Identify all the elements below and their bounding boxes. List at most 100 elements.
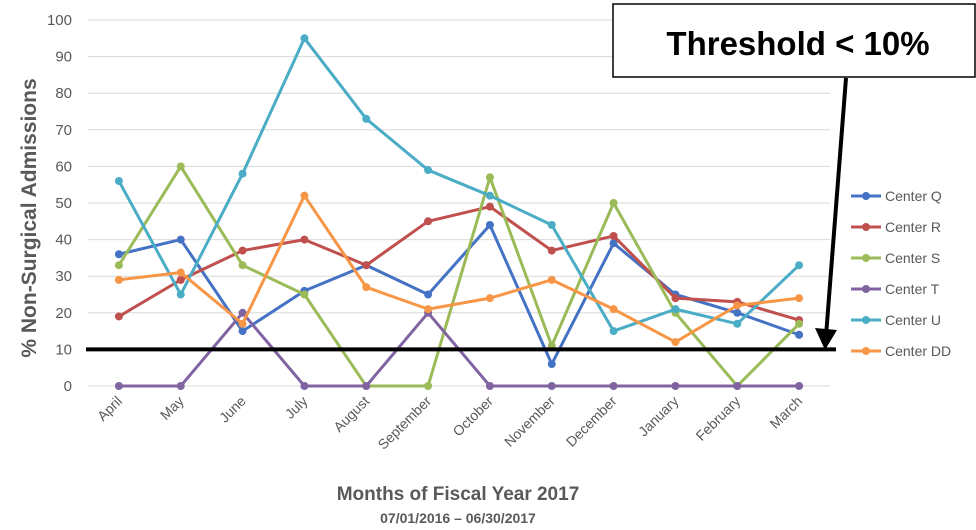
x-tick-label: August bbox=[330, 393, 372, 435]
y-tick-label: 10 bbox=[55, 341, 72, 358]
data-point bbox=[176, 290, 185, 299]
data-point bbox=[547, 382, 556, 390]
data-point bbox=[300, 235, 309, 244]
legend-swatch-marker bbox=[862, 223, 870, 231]
y-axis-label: % Non-Surgical Admissions bbox=[18, 78, 41, 357]
legend-item: Center Q bbox=[851, 188, 942, 204]
legend-item: Center S bbox=[851, 250, 940, 266]
legend-swatch-marker bbox=[862, 347, 870, 355]
data-point bbox=[238, 246, 247, 255]
series-line bbox=[118, 223, 800, 366]
data-point bbox=[733, 319, 742, 328]
data-point bbox=[671, 382, 680, 390]
data-point bbox=[114, 177, 123, 186]
legend: Center Q Center R Center S Center T Center U… bbox=[851, 188, 951, 359]
legend-label: Center R bbox=[885, 219, 941, 235]
data-point bbox=[671, 294, 680, 303]
data-point bbox=[485, 382, 494, 390]
data-point bbox=[238, 169, 247, 178]
data-point bbox=[795, 330, 804, 339]
x-tick-label: June bbox=[216, 393, 249, 426]
series-center-q bbox=[114, 220, 804, 369]
x-tick-label: May bbox=[157, 393, 187, 423]
threshold-label: Threshold < 10% bbox=[666, 25, 929, 62]
data-point bbox=[485, 220, 494, 229]
data-point bbox=[238, 327, 247, 336]
threshold-arrow-head bbox=[815, 328, 837, 350]
y-tick-label: 60 bbox=[55, 158, 72, 175]
data-point bbox=[362, 261, 371, 270]
y-tick-label: 80 bbox=[55, 85, 72, 102]
threshold-arrow bbox=[824, 77, 848, 337]
data-point bbox=[485, 294, 494, 303]
data-point bbox=[485, 173, 494, 182]
data-point bbox=[733, 308, 742, 317]
threshold-box bbox=[612, 3, 976, 78]
data-point bbox=[795, 294, 804, 303]
data-point bbox=[795, 382, 804, 390]
series-center-u bbox=[114, 34, 804, 336]
data-point bbox=[609, 239, 618, 248]
x-axis-ticks: April May June July August September October No… bbox=[94, 393, 805, 453]
data-point bbox=[300, 34, 309, 43]
series-line bbox=[118, 205, 800, 322]
legend-label: Center DD bbox=[885, 343, 951, 359]
series-lines bbox=[114, 34, 804, 390]
series-line bbox=[117, 164, 801, 388]
data-point bbox=[424, 290, 433, 299]
legend-item: Center DD bbox=[851, 343, 951, 359]
data-point bbox=[609, 382, 618, 390]
legend-label: Center T bbox=[885, 281, 940, 297]
data-point bbox=[300, 382, 309, 390]
data-point bbox=[424, 166, 433, 175]
data-point bbox=[176, 382, 185, 390]
y-tick-label: 20 bbox=[55, 305, 72, 322]
data-point bbox=[547, 360, 556, 369]
x-tick-label: February bbox=[692, 393, 743, 444]
data-point bbox=[424, 382, 433, 390]
data-point bbox=[300, 191, 309, 200]
data-point bbox=[362, 382, 371, 390]
data-point bbox=[609, 231, 618, 240]
data-point bbox=[238, 261, 247, 270]
data-point bbox=[238, 308, 247, 317]
data-point bbox=[176, 235, 185, 244]
series-line bbox=[118, 194, 800, 344]
legend-swatch-marker bbox=[862, 285, 870, 293]
y-tick-label: 100 bbox=[47, 12, 72, 29]
x-tick-label: March bbox=[766, 393, 805, 432]
data-point bbox=[238, 319, 247, 328]
data-point bbox=[795, 261, 804, 270]
data-point bbox=[362, 283, 371, 292]
data-point bbox=[114, 261, 123, 270]
x-tick-label: November bbox=[501, 393, 558, 450]
y-tick-label: 40 bbox=[55, 232, 72, 249]
data-point bbox=[547, 220, 556, 229]
data-point bbox=[424, 217, 433, 226]
x-tick-label: April bbox=[94, 393, 125, 424]
data-point bbox=[609, 327, 618, 336]
data-point bbox=[114, 382, 123, 390]
x-tick-label: October bbox=[450, 393, 497, 440]
series-center-dd bbox=[114, 191, 804, 347]
legend-item: Center R bbox=[851, 219, 941, 235]
legend-swatch-marker bbox=[862, 316, 870, 324]
data-point bbox=[485, 191, 494, 200]
legend-item: Center T bbox=[851, 281, 940, 297]
y-tick-label: 90 bbox=[55, 49, 72, 66]
data-point bbox=[176, 162, 185, 171]
data-point bbox=[609, 199, 618, 207]
x-tick-label: January bbox=[635, 393, 682, 440]
legend-label: Center Q bbox=[885, 188, 942, 204]
data-point bbox=[547, 246, 556, 255]
y-axis-ticks: 0 10 20 30 40 50 60 70 80 90 100 bbox=[47, 12, 72, 395]
data-point bbox=[424, 305, 433, 314]
data-point bbox=[362, 114, 371, 123]
series-line bbox=[117, 36, 801, 333]
series-center-r bbox=[114, 202, 804, 325]
y-tick-label: 50 bbox=[55, 195, 72, 212]
y-tick-label: 70 bbox=[55, 122, 72, 139]
threshold-annotation: Threshold < 10% bbox=[86, 3, 976, 352]
legend-swatch-marker bbox=[862, 254, 870, 262]
